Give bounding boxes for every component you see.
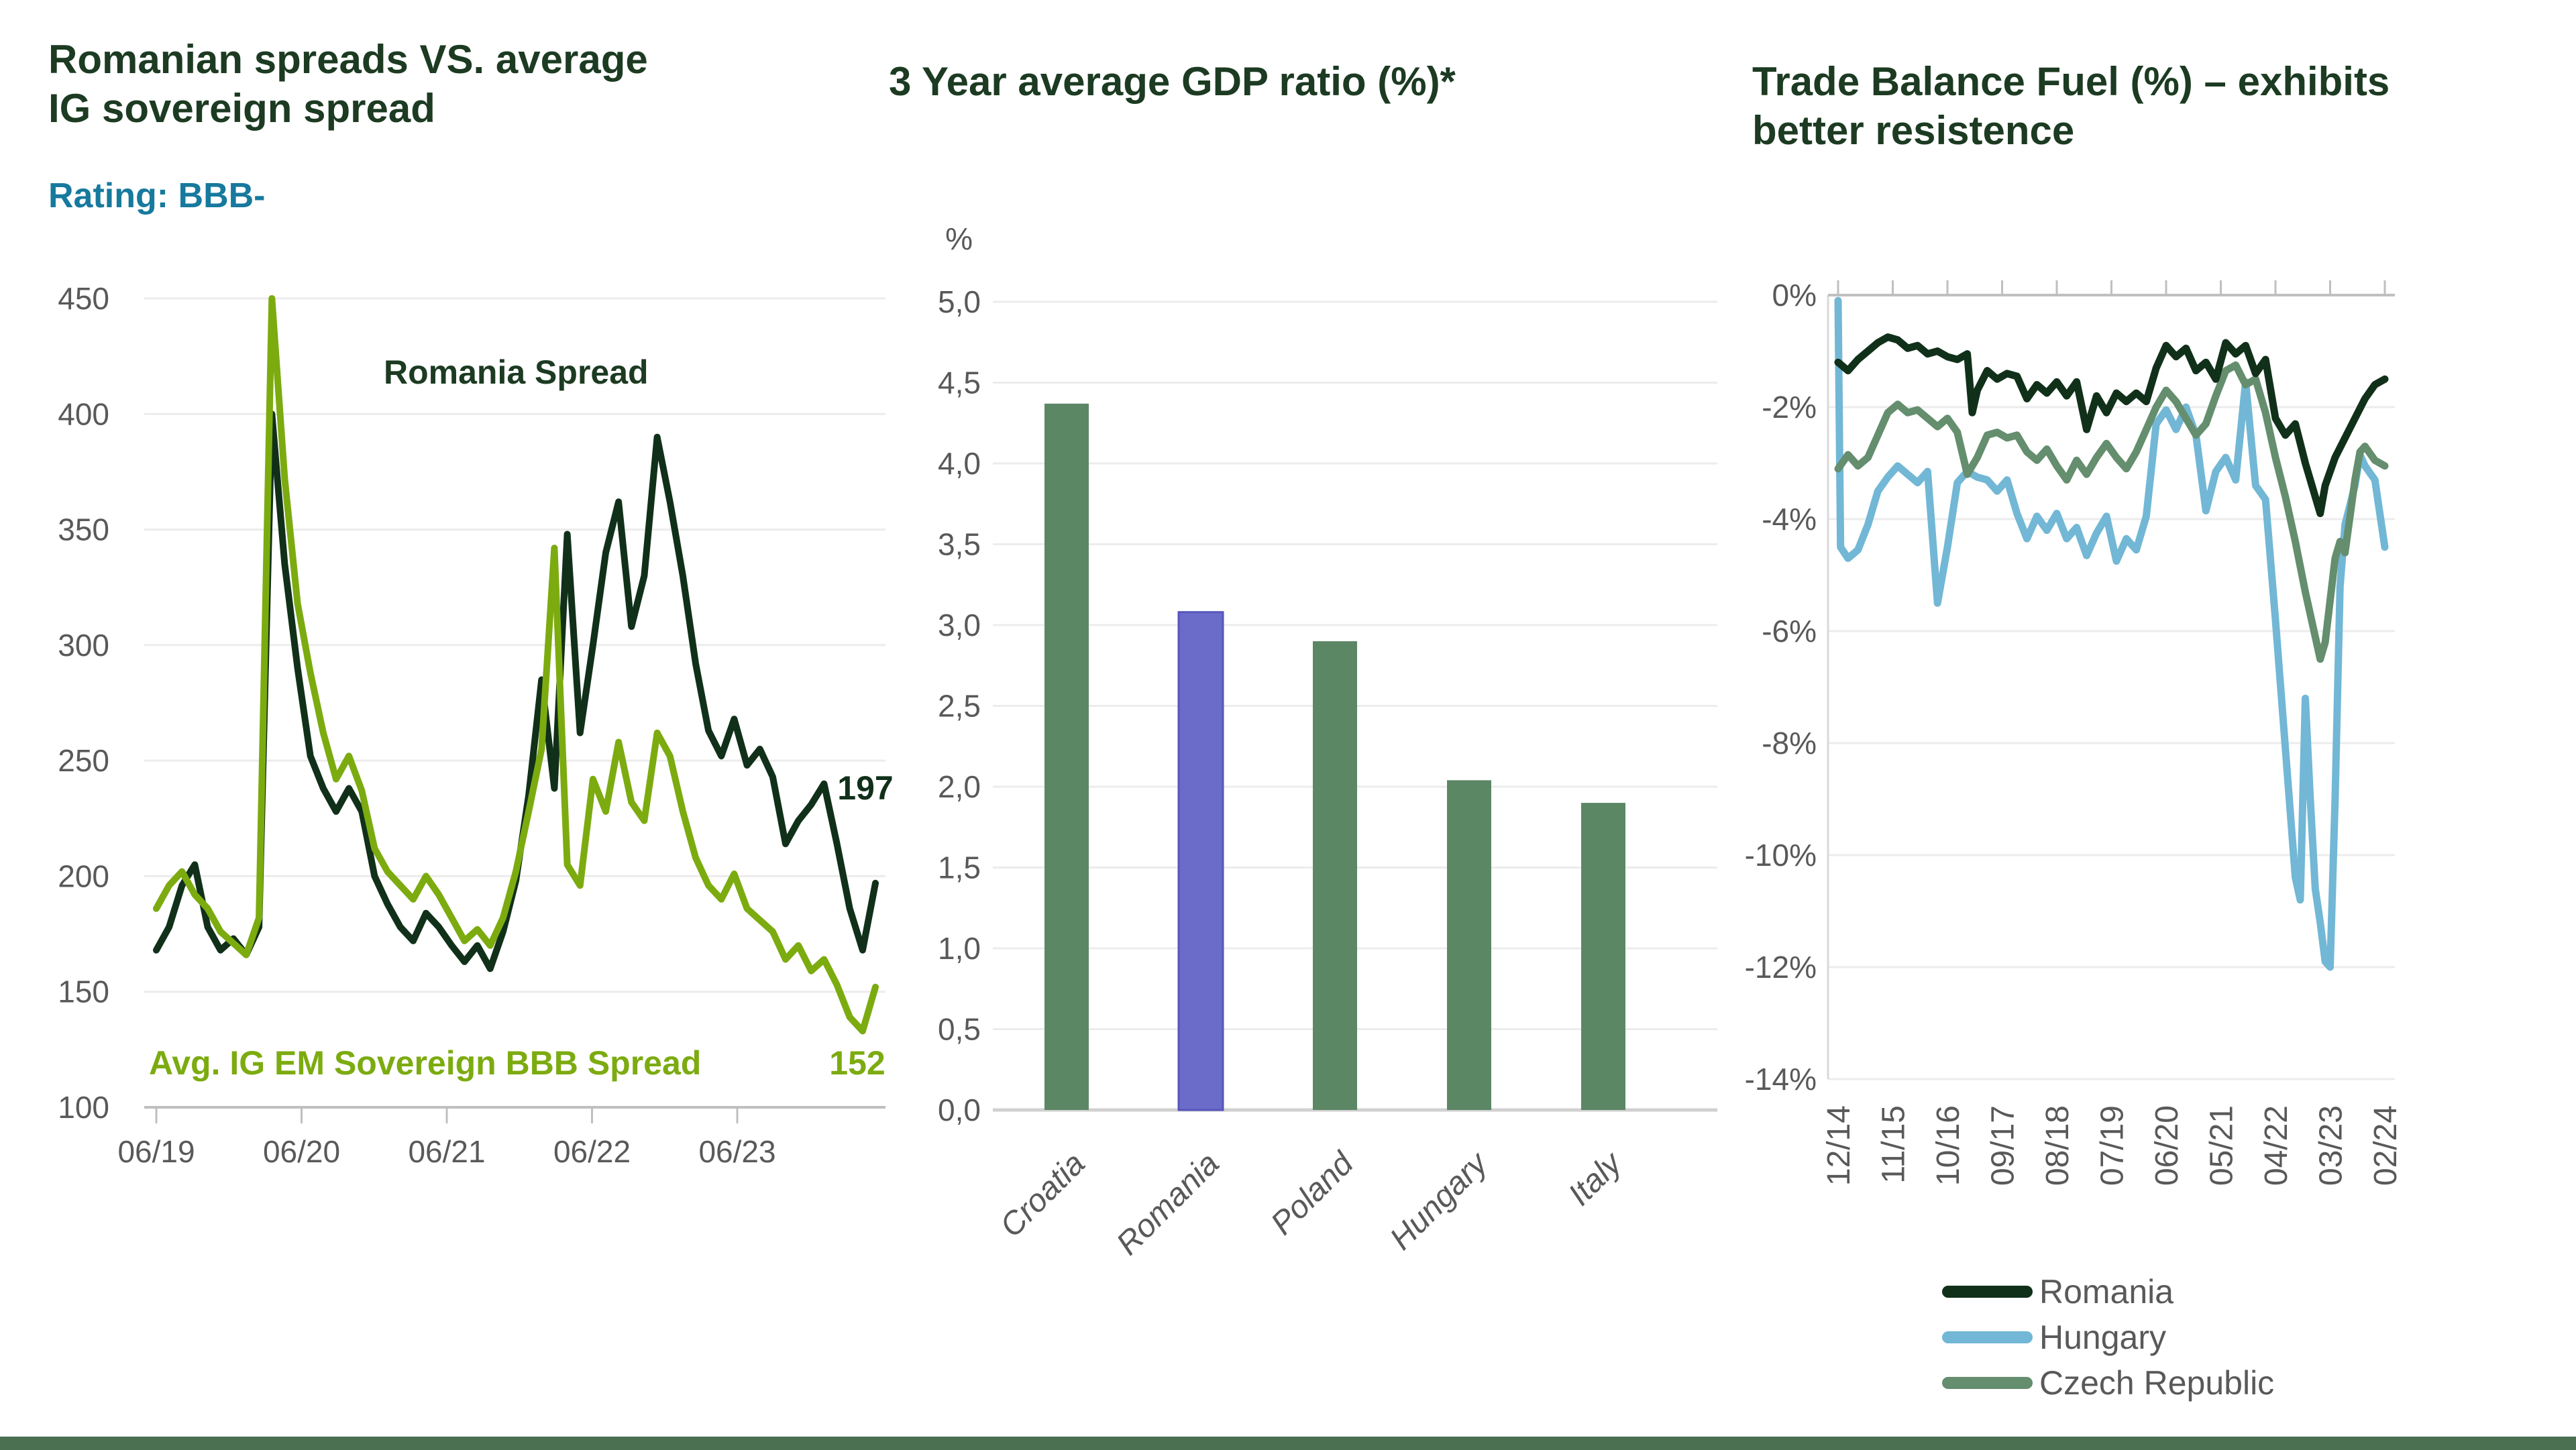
hungary-legend-swatch <box>1942 1331 2033 1343</box>
y-axis-label: 5,0 <box>938 284 981 319</box>
y-axis-label: -14% <box>1745 1062 1817 1097</box>
x-axis-label: 05/21 <box>2204 1105 2240 1186</box>
trade-chart-legend: Romania Hungary Czech Republic <box>1942 1274 2274 1400</box>
legend-row-czech: Czech Republic <box>1942 1365 2274 1400</box>
left-chart-title-line1: Romanian spreads VS. average <box>48 37 648 82</box>
category-label: Italy <box>1562 1144 1630 1213</box>
right-chart-title: Trade Balance Fuel (%) – exhibits better… <box>1752 57 2576 155</box>
category-label: Croatia <box>994 1146 1092 1244</box>
legend-row-hungary: Hungary <box>1942 1320 2274 1355</box>
y-axis-label: 4,0 <box>938 446 981 481</box>
y-axis-label: 4,5 <box>938 366 981 400</box>
x-axis-label: 06/21 <box>408 1134 485 1169</box>
y-axis-label: 100 <box>58 1090 109 1125</box>
bar-italy <box>1581 803 1625 1110</box>
y-axis-label: 3,5 <box>938 527 981 562</box>
y-axis-label: 0% <box>1772 278 1817 313</box>
x-axis-label: 03/23 <box>2314 1105 2349 1186</box>
y-axis-label: 3,0 <box>938 608 981 643</box>
series-annotation-label: Romania Spread <box>384 353 649 391</box>
middle-chart-title: 3 Year average GDP ratio (%)* <box>889 59 1456 104</box>
x-axis-label: 09/17 <box>1986 1105 2021 1186</box>
category-label: Hungary <box>1383 1144 1496 1257</box>
bar-poland <box>1313 641 1357 1110</box>
y-axis-label: 0,5 <box>938 1012 981 1047</box>
bar-hungary <box>1447 780 1491 1110</box>
x-axis-label: 12/14 <box>1821 1105 1857 1186</box>
x-axis-label: 06/20 <box>263 1134 340 1169</box>
x-axis-label: 06/19 <box>117 1134 195 1169</box>
bar-romania <box>1177 611 1224 1111</box>
romania-legend-label: Romania <box>2039 1273 2174 1310</box>
romania-legend-swatch <box>1942 1286 2033 1298</box>
series-annotation-label: Avg. IG EM Sovereign BBB Spread <box>149 1044 701 1082</box>
y-axis-unit-label: % <box>945 221 973 256</box>
y-axis-label: 400 <box>58 396 109 431</box>
x-axis-label: 06/20 <box>2149 1105 2185 1186</box>
gdp-bar-chart: 0,0 0,5 1,0 1,5 2,0 2,5 3,0 3,5 4,0 4,5 5,0% Croati… <box>938 221 1717 1262</box>
y-axis-label: 1,5 <box>938 850 981 885</box>
x-axis-label: 04/22 <box>2259 1105 2294 1186</box>
czech-legend-swatch <box>1942 1377 2033 1389</box>
series-hungary-line <box>1834 296 2389 971</box>
legend-row-romania: Romania <box>1942 1274 2274 1309</box>
y-axis-label: -8% <box>1762 726 1817 761</box>
x-axis-label: 10/16 <box>1931 1105 1966 1186</box>
y-axis-label: 350 <box>58 512 109 547</box>
y-axis-label: 200 <box>58 858 109 893</box>
hungary-legend-label: Hungary <box>2039 1319 2166 1356</box>
y-axis-label: -12% <box>1745 950 1817 985</box>
y-axis-label: 2,5 <box>938 689 981 724</box>
footer-bar <box>0 1437 2576 1450</box>
series-czech-republic-line <box>1834 361 2389 663</box>
x-axis-label: 02/24 <box>2368 1105 2404 1186</box>
y-axis-label: -10% <box>1745 838 1817 873</box>
left-chart-title-line2: IG sovereign spread <box>48 86 435 131</box>
left-chart-title: Romanian spreads VS. average IG sovereig… <box>48 35 887 133</box>
rating-subtitle: Rating: BBB- <box>48 176 266 215</box>
right-chart-title-line2: better resistence <box>1752 108 2075 154</box>
y-axis-label: -2% <box>1762 390 1817 425</box>
x-axis-label: 06/22 <box>553 1134 631 1169</box>
y-axis-label: 450 <box>58 281 109 316</box>
bar-croatia <box>1044 403 1089 1110</box>
category-label: Romania <box>1110 1146 1226 1262</box>
y-axis-label: -4% <box>1762 502 1817 537</box>
y-axis-label: 2,0 <box>938 769 981 804</box>
x-axis-label: 11/15 <box>1876 1105 1912 1184</box>
y-axis-label: 250 <box>58 743 109 778</box>
y-axis-label: 0,0 <box>938 1093 981 1127</box>
czech-legend-label: Czech Republic <box>2039 1364 2275 1402</box>
trade-balance-line-chart: 0% -2% -4% -6% -8% -10% -12% -14%12/14 11/15 10/1… <box>1745 278 2404 1186</box>
series-annotation-label: 197 <box>837 769 893 807</box>
x-axis-label: 07/19 <box>2095 1105 2131 1186</box>
y-axis-label: 1,0 <box>938 931 981 966</box>
right-chart-title-line1: Trade Balance Fuel (%) – exhibits <box>1752 59 2390 104</box>
y-axis-label: -6% <box>1762 614 1817 649</box>
x-axis-label: 08/18 <box>2040 1105 2076 1186</box>
y-axis-label: 300 <box>58 628 109 663</box>
series-avg-ig-em-sovereign-bbb-spread-line <box>153 295 879 1035</box>
x-axis-label: 06/23 <box>698 1134 775 1169</box>
category-label: Poland <box>1265 1145 1361 1241</box>
series-romania-line <box>1834 333 2389 518</box>
y-axis-label: 150 <box>58 974 109 1009</box>
series-annotation-label: 152 <box>829 1044 885 1082</box>
